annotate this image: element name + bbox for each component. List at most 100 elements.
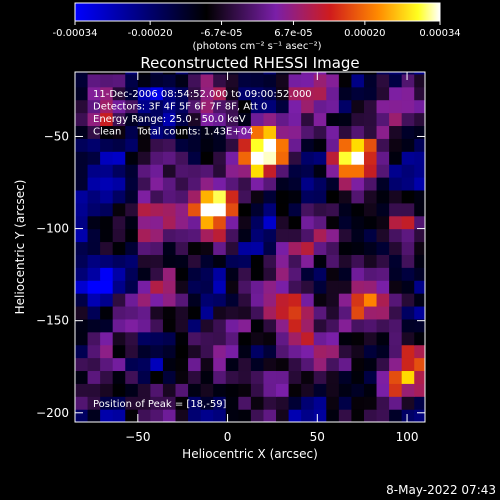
heatmap-cell (250, 125, 265, 139)
heatmap-cell (225, 177, 239, 191)
heatmap-cell (162, 189, 177, 204)
heatmap-cell (213, 215, 227, 230)
heatmap-cell (112, 177, 126, 191)
info-text: 11-Dec-2006 08:54:52.000 to 09:00:52.000… (93, 89, 312, 138)
heatmap-cell (75, 293, 89, 307)
heatmap-cell (414, 138, 425, 152)
heatmap-cell (376, 305, 390, 320)
heatmap-cell (125, 164, 139, 178)
heatmap-cell (288, 228, 302, 243)
heatmap-cell (188, 396, 202, 410)
heatmap-cell (363, 267, 378, 281)
heatmap-cell (363, 305, 378, 320)
heatmap-cell (150, 112, 164, 127)
heatmap-cell (137, 125, 151, 139)
heatmap-cell (112, 73, 126, 88)
heatmap-cell (326, 164, 340, 178)
heatmap-cell (414, 215, 425, 230)
heatmap-cell (200, 138, 214, 152)
info-line: Detectors: 3F 4F 5F 6F 7F 8F, Att 0 (93, 102, 267, 113)
heatmap-cell (326, 305, 340, 320)
heatmap-cell (276, 357, 290, 372)
heatmap-cell (376, 293, 390, 307)
heatmap-cell (363, 177, 378, 191)
heatmap-cell (351, 241, 365, 255)
heatmap-cell (162, 228, 177, 243)
heatmap-cell (263, 280, 277, 294)
heatmap-cell (351, 164, 365, 178)
heatmap-cell (288, 370, 302, 384)
heatmap-cell (250, 73, 265, 88)
heatmap-cell (276, 189, 290, 204)
heatmap-cell (213, 164, 227, 178)
heatmap-cell (376, 99, 390, 114)
heatmap-cell (263, 331, 277, 346)
heatmap-cell (401, 241, 415, 255)
heatmap-cell (150, 344, 164, 359)
heatmap-cell (363, 112, 378, 127)
heatmap-cell (313, 228, 327, 243)
heatmap-cell (414, 370, 425, 384)
heatmap-cell (288, 254, 302, 268)
heatmap-cell (250, 370, 265, 384)
heatmap-cell (351, 99, 365, 114)
heatmap-cell (276, 254, 290, 268)
heatmap-cell (338, 228, 353, 243)
heatmap-cell (125, 267, 139, 281)
heatmap-cell (213, 189, 227, 204)
heatmap-cell (263, 254, 277, 268)
heatmap-cell (125, 72, 139, 75)
heatmap-cell (351, 254, 365, 268)
heatmap-cell (414, 125, 425, 139)
heatmap-cell (188, 383, 202, 397)
heatmap-cell (263, 99, 277, 114)
heatmap-cell (376, 138, 390, 152)
heatmap-cell (225, 383, 239, 397)
heatmap-cell (414, 177, 425, 191)
heatmap-cell (225, 112, 239, 127)
colorbar-gradient (74, 2, 441, 22)
heatmap-cell (137, 189, 151, 204)
heatmap-cell (263, 86, 277, 101)
heatmap-cell (87, 189, 101, 204)
heatmap-cell (87, 267, 101, 281)
heatmap-cell (238, 305, 252, 320)
heatmap-cell (414, 228, 425, 243)
heatmap-cell (100, 73, 114, 88)
heatmap-cell (87, 151, 101, 165)
heatmap-cell (225, 202, 239, 217)
y-tick-label: −200 (36, 406, 69, 420)
heatmap-cell (376, 318, 390, 333)
heatmap-cell (213, 241, 227, 255)
heatmap-cell (188, 72, 202, 75)
colorbar-tick-label: -0.00034 (53, 28, 98, 39)
heatmap-cell (263, 177, 277, 191)
heatmap-cell (326, 125, 340, 139)
heatmap-cell (125, 86, 139, 101)
heatmap-cell (401, 138, 415, 152)
heatmap-cell (376, 215, 390, 230)
heatmap-cell (276, 370, 290, 384)
heatmap-cell (175, 267, 189, 281)
colorbar-units: (photons cm⁻² s⁻¹ asec⁻²) (192, 41, 321, 52)
heatmap-cell (351, 293, 365, 307)
heatmap-cell (100, 318, 114, 333)
heatmap-cell (414, 280, 425, 294)
heatmap-cell (150, 331, 164, 346)
heatmap-cell (175, 112, 189, 127)
heatmap-cell (301, 112, 315, 127)
colorbar-tick-label: 0.00020 (344, 28, 385, 39)
heatmap-cell (313, 112, 327, 127)
heatmap-cell (276, 86, 290, 101)
heatmap-cell (338, 293, 353, 307)
heatmap-cell (338, 280, 353, 294)
heatmap-cell (301, 280, 315, 294)
heatmap-cell (137, 267, 151, 281)
heatmap-cell (288, 357, 302, 372)
heatmap-cell (389, 151, 403, 165)
heatmap-cell (150, 280, 164, 294)
heatmap-cell (313, 280, 327, 294)
heatmap-cell (200, 254, 214, 268)
heatmap-cell (376, 357, 390, 372)
heatmap-cell (150, 164, 164, 178)
